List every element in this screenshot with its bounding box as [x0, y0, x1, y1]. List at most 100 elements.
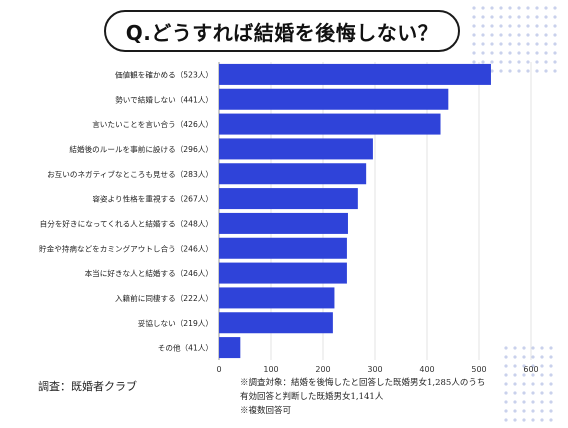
decorative-dot — [549, 382, 553, 386]
decorative-dot — [513, 373, 517, 377]
decorative-dot — [499, 33, 503, 37]
decorative-dot — [553, 69, 557, 73]
decorative-dot — [499, 60, 503, 64]
x-tick-label: 500 — [471, 365, 486, 374]
decorative-dot — [540, 355, 544, 359]
decorative-dot — [472, 60, 476, 64]
decorative-dot — [544, 15, 548, 19]
decorative-dot — [522, 409, 526, 413]
category-label: 価値観を確かめる（523人） — [115, 69, 213, 79]
category-label: 妥協しない（219人） — [138, 318, 213, 328]
decorative-dot — [549, 346, 553, 350]
survey-note-line: ※複数回答可 — [240, 406, 292, 416]
decorative-dot — [499, 15, 503, 19]
decorative-dot — [531, 400, 535, 404]
decorative-dot — [526, 15, 530, 19]
decorative-dot — [526, 60, 530, 64]
bar — [219, 163, 367, 185]
decorative-dot — [513, 391, 517, 395]
decorative-dot — [504, 391, 508, 395]
decorative-dot — [544, 60, 548, 64]
decorative-dot — [481, 6, 485, 10]
decorative-dot — [553, 51, 557, 55]
decorative-dot — [490, 33, 494, 37]
decorative-dot — [553, 60, 557, 64]
decorative-dot — [535, 24, 539, 28]
category-label: 入籍前に同棲する（222人） — [115, 293, 213, 303]
decorative-dot — [472, 51, 476, 55]
decorative-dot — [531, 382, 535, 386]
x-tick-label: 300 — [367, 365, 382, 374]
x-tick-label: 100 — [263, 365, 278, 374]
decorative-dot — [508, 51, 512, 55]
x-tick-label: 0 — [216, 365, 221, 374]
decorative-dot — [544, 42, 548, 46]
decorative-dot — [549, 409, 553, 413]
decorative-dot — [540, 364, 544, 368]
decorative-dot — [535, 69, 539, 73]
decorative-dot — [499, 6, 503, 10]
decorative-dot — [522, 391, 526, 395]
decorative-dot — [531, 355, 535, 359]
survey-notes: ※調査対象：結婚を後悔したと回答した既婚男女1,285人のうち 有効回答と判断し… — [240, 376, 485, 418]
decorative-dot — [553, 33, 557, 37]
category-label: 結婚後のルールを事前に設ける（296人） — [69, 144, 213, 154]
decorative-dot — [490, 42, 494, 46]
decorative-dot — [517, 24, 521, 28]
decorative-dot — [540, 391, 544, 395]
decorative-dot — [508, 24, 512, 28]
decorative-dot — [490, 15, 494, 19]
decorative-dot — [540, 409, 544, 413]
decorative-dot — [526, 51, 530, 55]
decorative-dot — [553, 24, 557, 28]
decorative-dot — [553, 42, 557, 46]
decorative-dot — [544, 6, 548, 10]
decorative-dot — [531, 373, 535, 377]
decorative-dot — [522, 364, 526, 368]
decorative-dot — [535, 60, 539, 64]
bar — [219, 287, 335, 309]
decorative-dot — [540, 382, 544, 386]
decorative-dot — [513, 355, 517, 359]
decorative-dot — [490, 60, 494, 64]
bar — [219, 138, 373, 160]
decorative-dot — [531, 409, 535, 413]
decorative-dot — [504, 373, 508, 377]
category-label: お互いのネガティブなところも見せる（283人） — [47, 169, 213, 179]
decorative-dot — [531, 391, 535, 395]
decorative-dot — [513, 418, 517, 422]
decorative-dots-bottom-right — [504, 346, 553, 422]
decorative-dot — [499, 51, 503, 55]
decorative-dot — [544, 69, 548, 73]
decorative-dot — [544, 33, 548, 37]
decorative-dot — [549, 364, 553, 368]
decorative-dot — [526, 69, 530, 73]
decorative-dot — [508, 15, 512, 19]
decorative-dot — [517, 69, 521, 73]
decorative-dot — [481, 42, 485, 46]
decorative-dot — [481, 33, 485, 37]
bar — [219, 237, 347, 259]
bar — [219, 63, 491, 85]
decorative-dot — [481, 24, 485, 28]
bar — [219, 312, 333, 334]
decorative-dot — [544, 51, 548, 55]
decorative-dot — [499, 24, 503, 28]
decorative-dot — [508, 33, 512, 37]
survey-note-line: 有効回答と判断した既婚男女1,141人 — [240, 392, 384, 402]
decorative-dot — [490, 69, 494, 73]
decorative-dot — [549, 355, 553, 359]
decorative-dot — [549, 373, 553, 377]
decorative-dot — [499, 69, 503, 73]
decorative-dot — [513, 364, 517, 368]
decorative-dot — [526, 6, 530, 10]
chart-title: Q.どうすれば結婚を後悔しない？ — [125, 20, 439, 45]
decorative-dot — [504, 409, 508, 413]
category-label: 言いたいことを言い合う（426人） — [92, 119, 213, 129]
decorative-dot — [540, 346, 544, 350]
decorative-dot — [549, 418, 553, 422]
bar — [219, 337, 241, 359]
bar — [219, 212, 348, 234]
decorative-dot — [540, 418, 544, 422]
